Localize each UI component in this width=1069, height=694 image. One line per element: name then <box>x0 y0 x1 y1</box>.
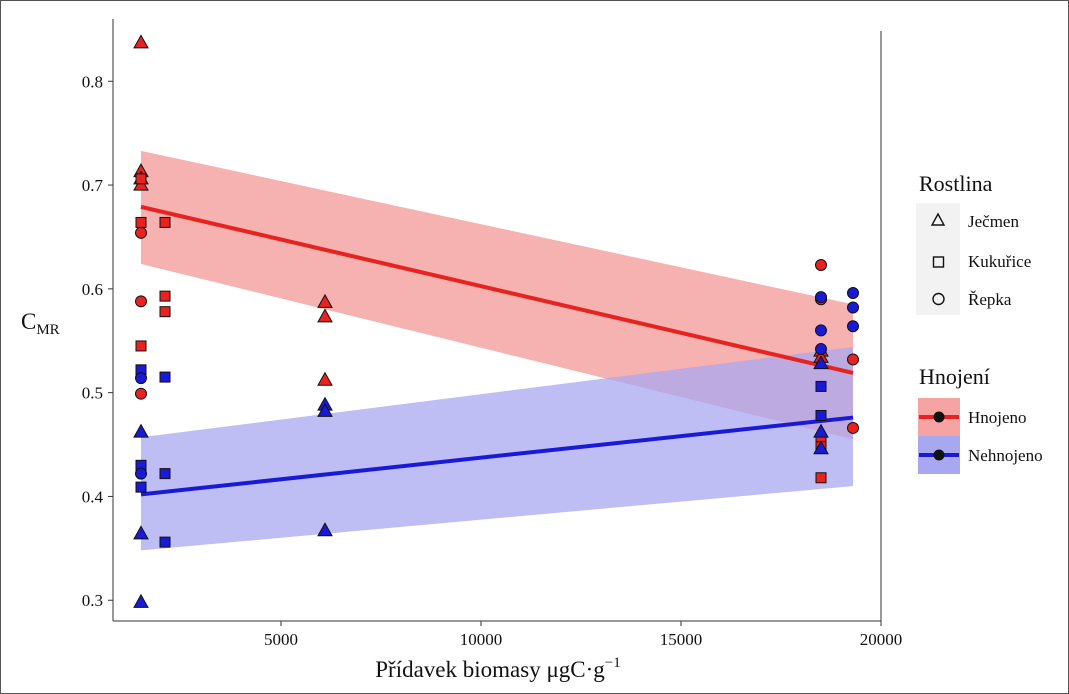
x-tick-label: 15000 <box>660 630 703 649</box>
fit-line-hnojeno <box>140 204 854 375</box>
legend-shape-label-repka: Řepka <box>968 290 1012 309</box>
data-point-circle-nehnojeno-37 <box>815 291 827 304</box>
legend-label-nehnojeno: Nehnojeno <box>968 446 1043 465</box>
legend-label-hnojeno: Hnojeno <box>968 408 1027 427</box>
y-ticks: 0.3 0.4 0.5 0.6 0.7 0.8 <box>82 72 113 610</box>
data-point-triangle-hnojeno-24 <box>317 293 333 308</box>
confidence-bands <box>141 150 853 551</box>
data-point-circle-hnojeno-9 <box>135 387 147 400</box>
fit-lines <box>140 204 854 497</box>
data-point-circle-nehnojeno-38 <box>815 324 827 337</box>
legend-shape-triangle: Ječmen <box>930 212 1019 231</box>
legend-shape-label-jecmen: Ječmen <box>968 212 1019 231</box>
data-point-circle-nehnojeno-14 <box>135 467 147 480</box>
legend-shape-label-kukurice: Kukuřice <box>968 252 1031 271</box>
data-point-triangle-nehnojeno-17 <box>133 593 149 608</box>
legend-hnojeno-dot <box>933 411 945 423</box>
data-point-square-hnojeno-4 <box>135 173 147 185</box>
y-tick-label: 0.6 <box>82 280 103 299</box>
data-point-square-nehnojeno-22 <box>159 468 171 480</box>
data-point-square-nehnojeno-42 <box>815 409 827 421</box>
data-point-triangle-hnojeno-0 <box>133 34 149 49</box>
y-tick-label: 0.8 <box>82 72 103 91</box>
data-point-square-nehnojeno-15 <box>135 481 147 493</box>
data-point-square-nehnojeno-41 <box>815 380 827 392</box>
y-axis-title: CMR <box>21 309 60 338</box>
legend-shape-title: Rostlina <box>919 171 993 196</box>
x-axis-title: Přídavek biomasy μgC·g−1 <box>375 655 621 682</box>
x-tick-label: 20000 <box>860 630 903 649</box>
y-tick-label: 0.4 <box>82 487 104 506</box>
data-point-triangle-nehnojeno-12 <box>133 423 149 438</box>
data-point-circle-nehnojeno-11 <box>135 372 147 385</box>
data-point-circle-nehnojeno-39 <box>815 343 827 356</box>
data-point-triangle-nehnojeno-40 <box>813 355 829 370</box>
x-tick-label: 10000 <box>460 630 503 649</box>
y-tick-label: 0.3 <box>82 591 103 610</box>
data-point-triangle-hnojeno-26 <box>317 371 333 386</box>
data-point-circle-hnojeno-46 <box>847 421 859 434</box>
legend-shape-key-bg <box>916 203 960 315</box>
data-point-square-hnojeno-18 <box>159 216 171 228</box>
y-axis-title-sub: MR <box>36 322 59 338</box>
data-point-triangle-nehnojeno-29 <box>317 522 333 537</box>
legend-shape-circle: Řepka <box>932 290 1012 309</box>
data-point-square-hnojeno-5 <box>135 216 147 228</box>
x-axis-title-main: Přídavek biomasy μgC·g <box>375 657 605 682</box>
data-point-triangle-hnojeno-25 <box>317 308 333 323</box>
data-point-circle-hnojeno-30 <box>815 258 827 271</box>
data-point-triangle-nehnojeno-43 <box>813 423 829 438</box>
data-point-square-hnojeno-36 <box>815 472 827 484</box>
data-point-triangle-nehnojeno-44 <box>813 440 829 455</box>
fit-line-nehnojeno <box>140 415 854 497</box>
y-tick-label: 0.5 <box>82 384 103 403</box>
y-tick-label: 0.7 <box>82 176 104 195</box>
data-point-triangle-nehnojeno-16 <box>133 525 149 540</box>
ci-band-hnojeno <box>141 150 853 440</box>
x-axis-title-sup: −1 <box>605 655 621 671</box>
data-point-square-hnojeno-19 <box>159 290 171 302</box>
legend-nehnojeno-dot <box>933 449 945 461</box>
legend: Rostlina Ječmen Kukuřice Řepka Hnojení H… <box>916 171 1043 474</box>
axes <box>112 19 882 622</box>
legend-square-icon <box>932 256 945 268</box>
data-point-square-nehnojeno-21 <box>159 371 171 383</box>
data-point-circle-hnojeno-6 <box>135 226 147 239</box>
legend-circle-icon <box>932 292 945 306</box>
data-point-circle-hnojeno-45 <box>847 353 859 366</box>
data-point-circle-hnojeno-7 <box>135 295 147 308</box>
data-point-square-nehnojeno-23 <box>159 536 171 548</box>
data-points <box>133 34 859 608</box>
y-axis-title-main: C <box>21 309 36 334</box>
data-point-square-hnojeno-20 <box>159 306 171 318</box>
legend-triangle-icon <box>930 212 946 226</box>
legend-shape-square: Kukuřice <box>932 252 1031 271</box>
x-tick-label: 5000 <box>264 630 298 649</box>
data-point-circle-nehnojeno-48 <box>847 301 859 314</box>
data-point-circle-nehnojeno-47 <box>847 287 859 300</box>
data-point-circle-nehnojeno-49 <box>847 320 859 333</box>
data-point-square-hnojeno-8 <box>135 340 147 352</box>
x-ticks: 5000 10000 15000 20000 <box>264 621 902 649</box>
ci-band-nehnojeno <box>141 346 853 551</box>
legend-fill-title: Hnojení <box>919 364 990 389</box>
data-point-triangle-nehnojeno-28 <box>317 402 333 417</box>
